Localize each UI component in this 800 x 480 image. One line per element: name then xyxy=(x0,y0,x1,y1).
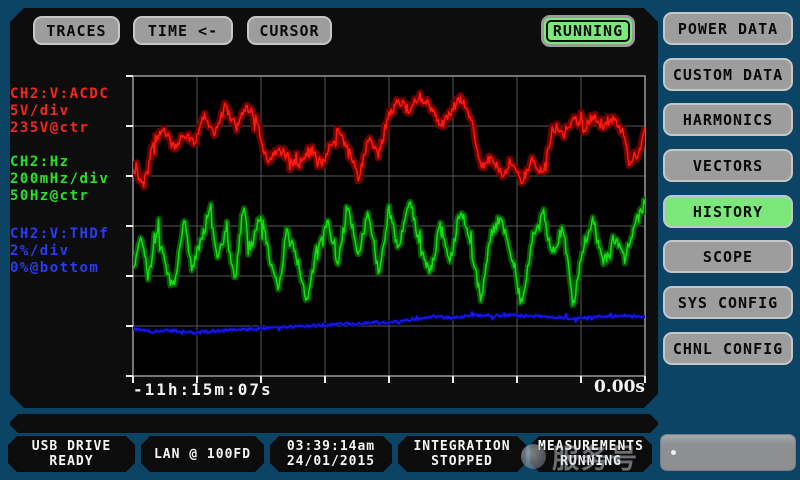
trace-CH2:Hz xyxy=(133,198,645,306)
status-line: STOPPED xyxy=(431,454,493,469)
sidebar-item-vectors[interactable]: VECTORS xyxy=(663,149,793,182)
channel-label-voltage: CH2:V:ACDC 5V/div 235V@ctr xyxy=(10,86,132,137)
status-usb: USB DRIVE READY xyxy=(8,436,135,472)
running-indicator: RUNNING xyxy=(541,15,635,47)
status-line: 24/01/2015 xyxy=(286,454,376,469)
sidebar-item-history[interactable]: HISTORY xyxy=(663,195,793,228)
sidebar-item-sys-config[interactable]: SYS CONFIG xyxy=(663,286,793,319)
sidebar-item-custom-data[interactable]: CUSTOM DATA xyxy=(663,58,793,91)
status-lan: LAN @ 100FD xyxy=(141,436,264,472)
lower-blank-bar xyxy=(10,414,658,433)
status-clock: 03:39:14am 24/01/2015 xyxy=(270,436,392,472)
channel-label-frequency: CH2:Hz 200mHz/div 50Hz@ctr xyxy=(10,154,132,205)
channel-label-line: 5V/div xyxy=(10,103,70,119)
time-axis-end-label: 0.00s xyxy=(594,377,645,397)
status-line: LAN @ 100FD xyxy=(153,446,252,462)
status-line: RUNNING xyxy=(560,454,622,469)
channel-label-line: 0%@bottom xyxy=(10,260,100,276)
status-integration: INTEGRATION STOPPED xyxy=(398,436,526,472)
channel-label-line: CH2:Hz xyxy=(10,154,70,170)
running-indicator-label: RUNNING xyxy=(545,20,631,42)
status-line: MEASUREMENTS xyxy=(538,439,644,454)
time-axis-start-label: -11h:15m:07s xyxy=(133,380,273,399)
status-line: USB DRIVE xyxy=(31,439,112,454)
sidebar-item-chnl-config[interactable]: CHNL CONFIG xyxy=(663,332,793,365)
status-line: 03:39:14am xyxy=(286,439,376,454)
channel-label-line: CH2:V:THDf xyxy=(10,226,110,242)
channel-label-line: 200mHz/div xyxy=(10,171,110,187)
time-scroll-button[interactable]: TIME <- xyxy=(133,16,233,45)
bottom-right-blank-key[interactable] xyxy=(660,434,796,471)
channel-label-line: 235V@ctr xyxy=(10,120,90,136)
status-line: READY xyxy=(49,454,94,469)
history-chart xyxy=(126,75,646,383)
sidebar-item-harmonics[interactable]: HARMONICS xyxy=(663,103,793,136)
cursor-button[interactable]: CURSOR xyxy=(247,16,332,45)
channel-label-line: 50Hz@ctr xyxy=(10,188,90,204)
channel-label-thd: CH2:V:THDf 2%/div 0%@bottom xyxy=(10,226,132,277)
status-measurements: MEASUREMENTS RUNNING xyxy=(530,436,652,472)
sidebar-item-scope[interactable]: SCOPE xyxy=(663,240,793,273)
trace-CH2:V:ACDC xyxy=(133,92,645,188)
traces-button[interactable]: TRACES xyxy=(33,16,120,45)
status-line: INTEGRATION xyxy=(413,439,511,454)
channel-label-line: 2%/div xyxy=(10,243,70,259)
sidebar-item-power-data[interactable]: POWER DATA xyxy=(663,12,793,45)
channel-label-line: CH2:V:ACDC xyxy=(10,86,110,102)
trace-CH2:V:THDf xyxy=(133,311,645,335)
